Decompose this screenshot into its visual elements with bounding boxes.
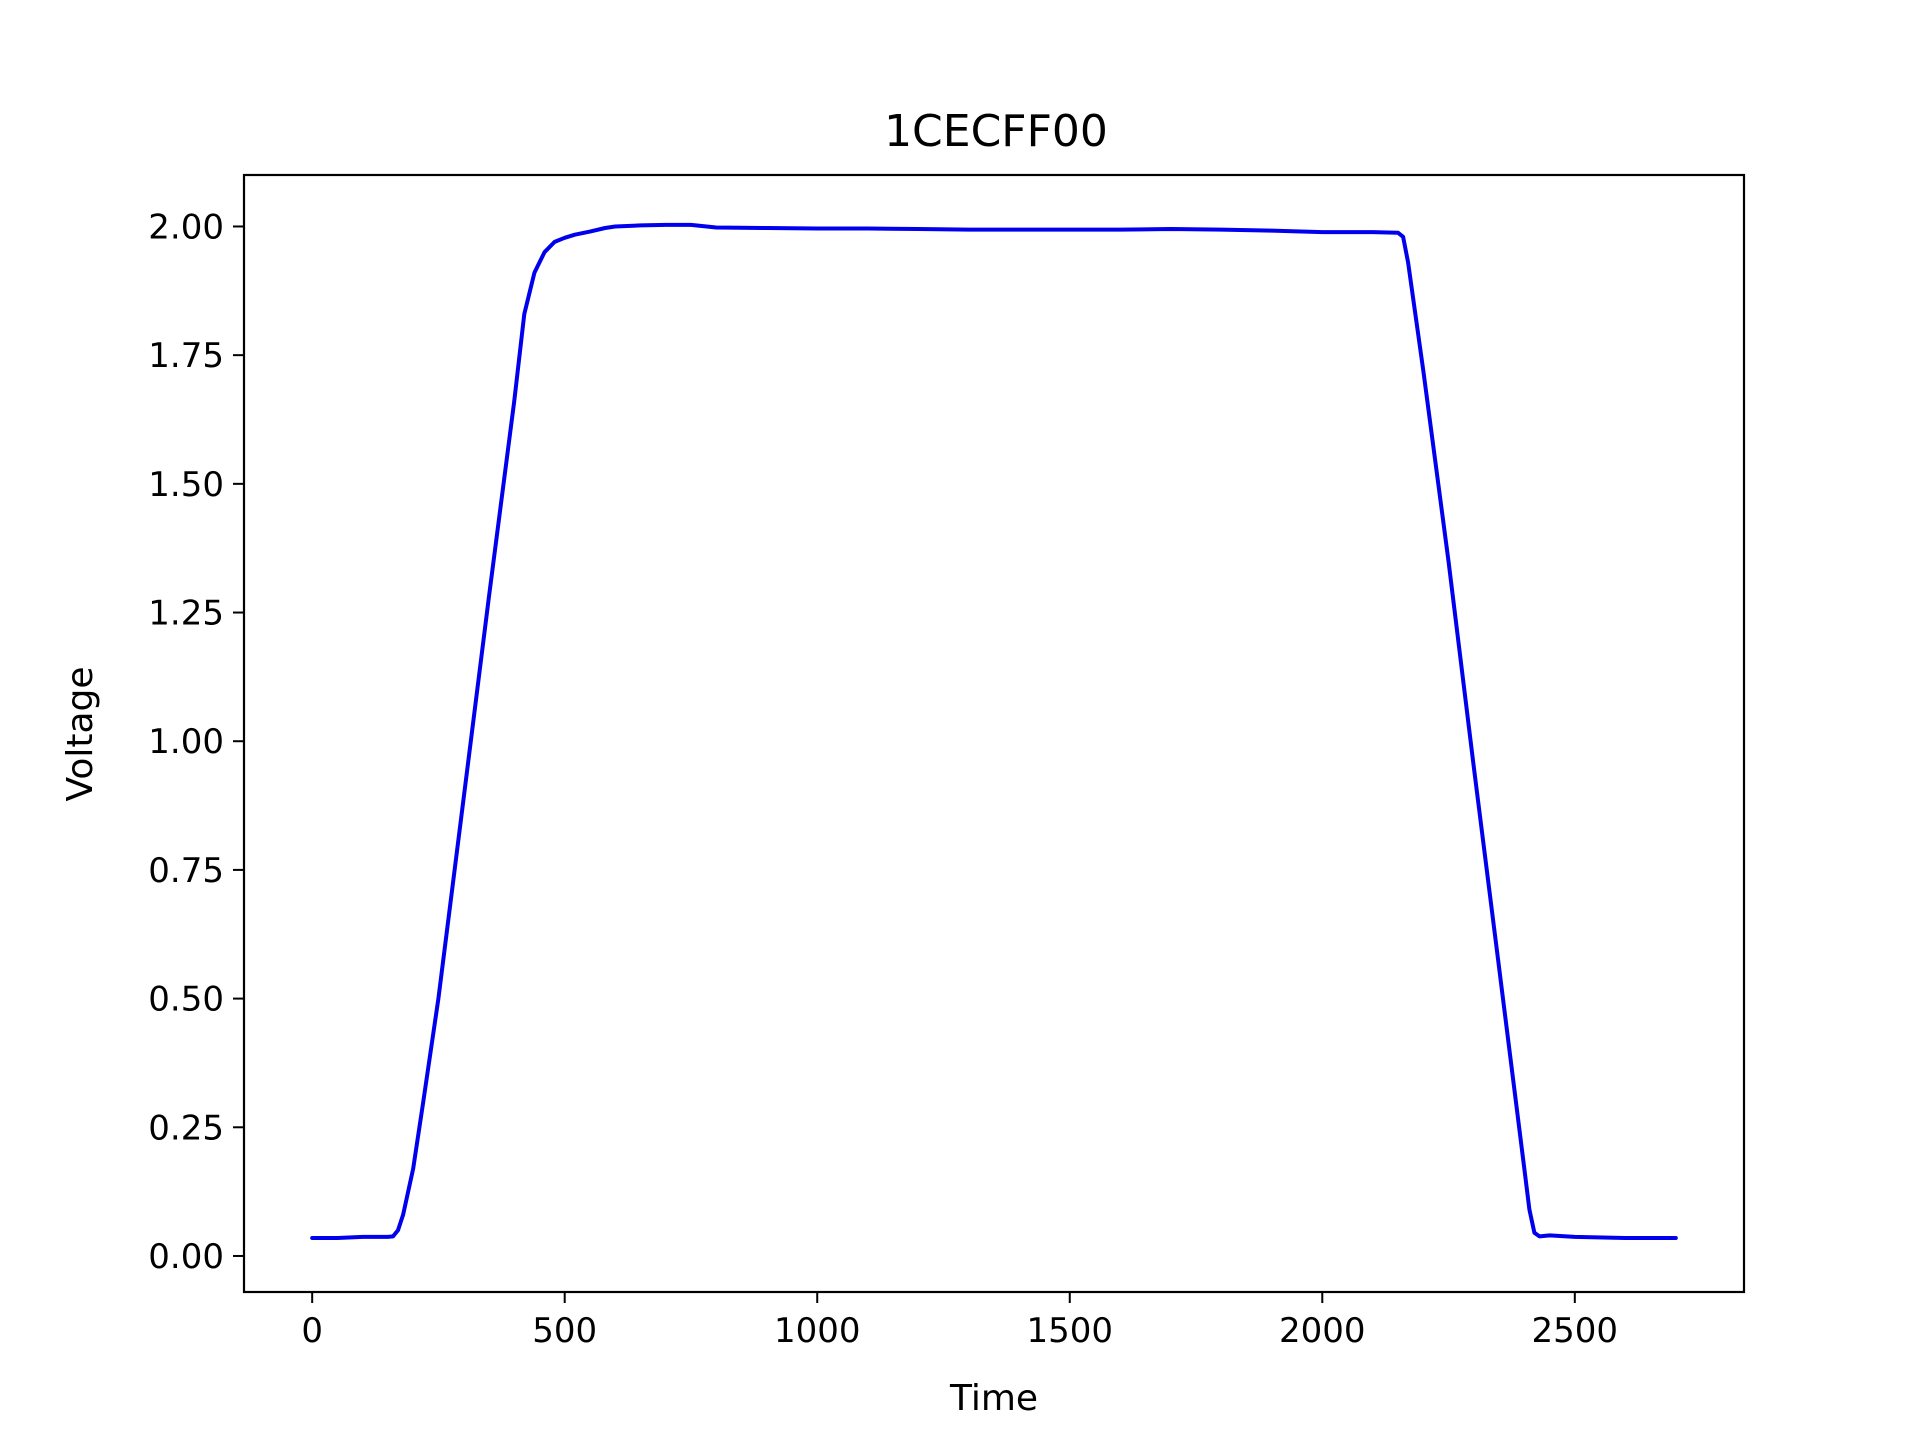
x-tick-label: 2000: [1279, 1311, 1366, 1351]
y-tick-label: 0.50: [148, 980, 224, 1020]
series-line: [310, 222, 1678, 1240]
x-tick-label: 1500: [1026, 1311, 1113, 1351]
y-tick-label: 1.00: [148, 722, 224, 762]
plot-area: [242, 173, 1746, 1294]
x-tick-label: 500: [532, 1311, 597, 1351]
y-tick-label: 1.25: [148, 594, 224, 634]
chart-title: 1CECFF00: [884, 106, 1108, 157]
y-tick-label: 0.75: [148, 851, 224, 891]
y-tick-label: 2.00: [148, 207, 224, 247]
y-tick-label: 1.75: [148, 336, 224, 376]
y-axis-label: Voltage: [60, 666, 101, 801]
x-axis: 0 500 1000 1500 2000 2500: [301, 1292, 1618, 1351]
x-tick-label: 2500: [1532, 1311, 1619, 1351]
y-tick-label: 1.50: [148, 465, 224, 505]
x-tick-label: 1000: [774, 1311, 861, 1351]
series-layer: [310, 222, 1678, 1240]
y-tick-label: 0.25: [148, 1108, 224, 1148]
y-tick-label: 0.00: [148, 1237, 224, 1277]
x-axis-label: Time: [949, 1378, 1038, 1419]
y-axis: 0.00 0.25 0.50 0.75 1.00 1.25 1.50 1.75 2.00: [148, 207, 244, 1277]
x-tick-label: 0: [301, 1311, 323, 1351]
